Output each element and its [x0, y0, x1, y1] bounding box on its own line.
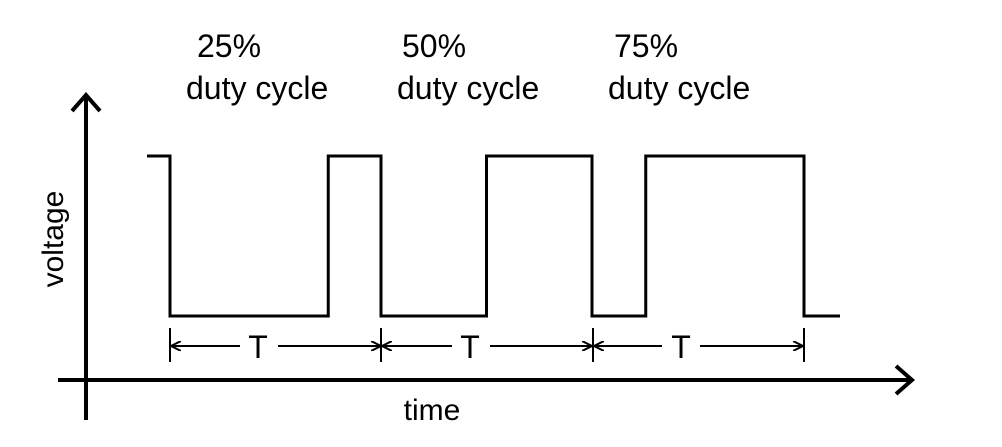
period-marker-1: T	[169, 328, 380, 365]
duty-percent-50: 50%	[402, 28, 466, 64]
duty-caption-50: duty cycle	[397, 70, 539, 106]
y-axis-label: voltage	[37, 191, 70, 288]
period-marker-3: T	[592, 328, 805, 365]
x-axis-arrowhead	[894, 364, 916, 396]
duty-percent-25: 25%	[197, 28, 261, 64]
period-marker-2: T	[380, 328, 591, 365]
duty-caption-75: duty cycle	[608, 70, 750, 106]
y-axis-arrowhead	[70, 91, 102, 113]
pwm-waveform	[147, 154, 840, 318]
duty-caption-25: duty cycle	[186, 70, 328, 106]
duty-percent-75: 75%	[614, 28, 678, 64]
period-label-1: T	[248, 329, 268, 365]
x-axis-label: time	[404, 394, 461, 427]
period-label-3: T	[671, 329, 691, 365]
period-label-2: T	[460, 329, 480, 365]
